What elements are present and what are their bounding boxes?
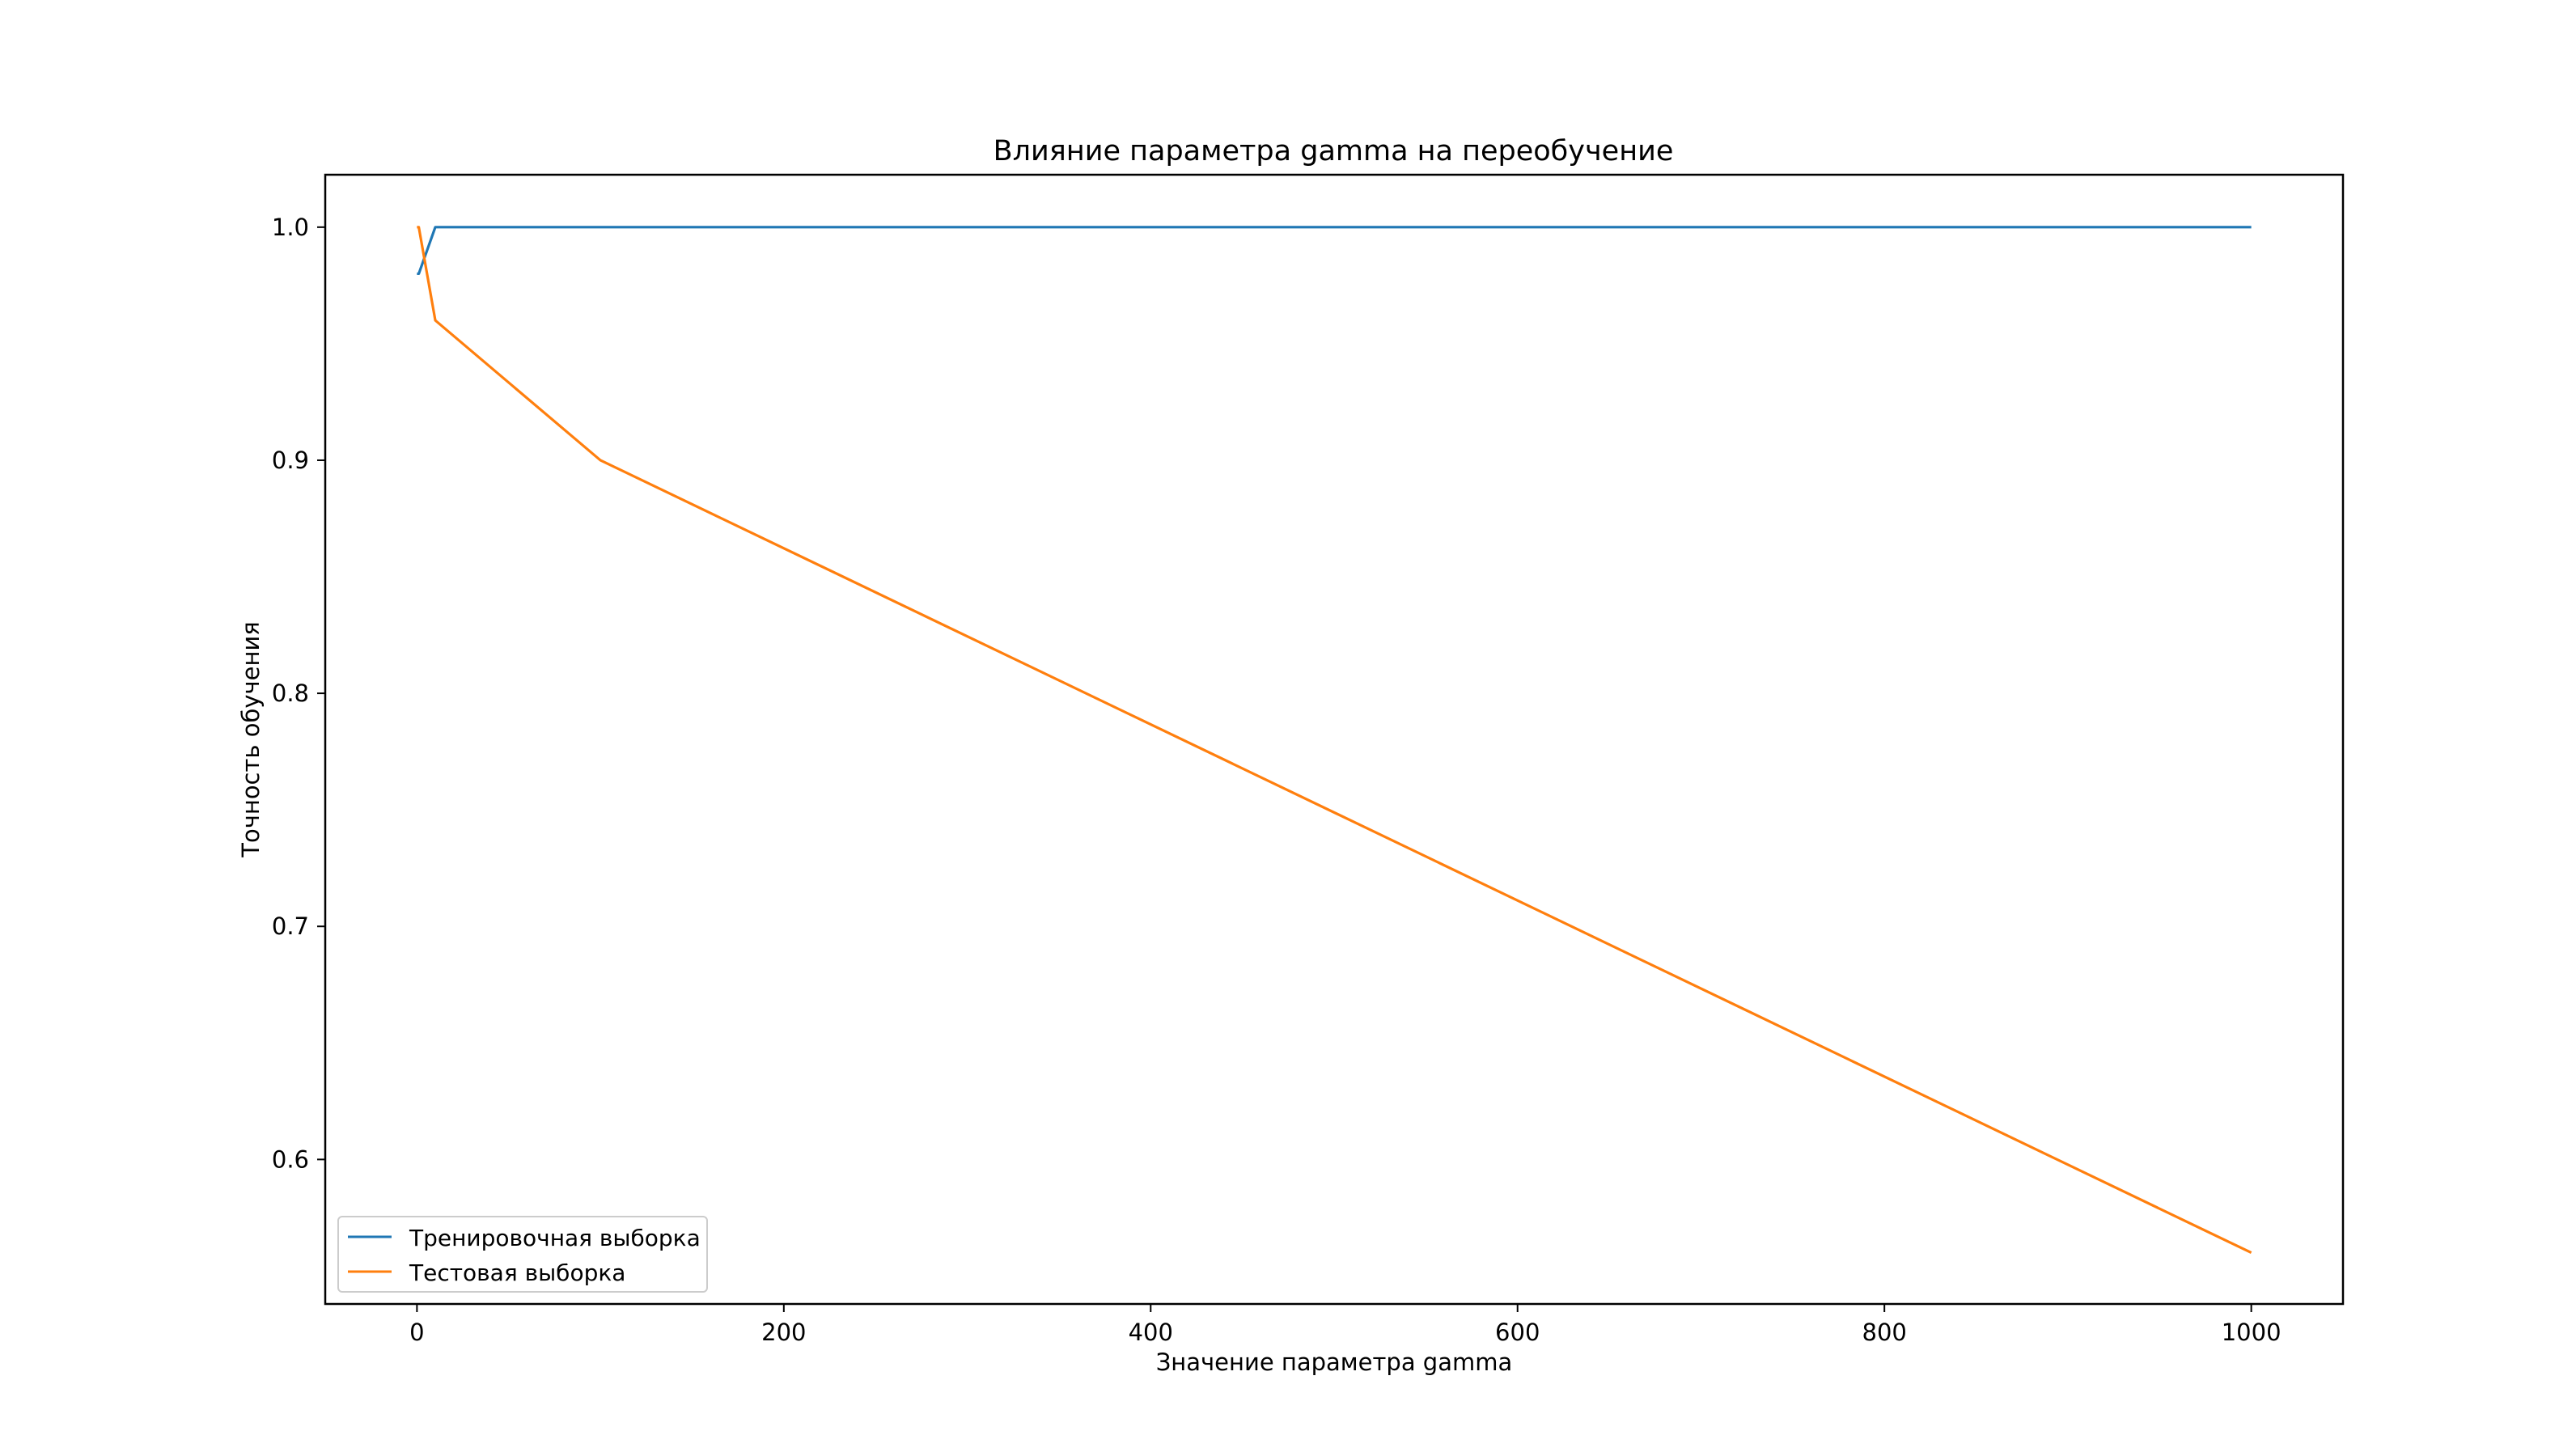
- axes-layer: 0 200 400 600 800 1000 0.6 0.7 0.8 0.9 1.0: [272, 214, 2282, 1346]
- y-tick-label: 0.8: [272, 679, 309, 707]
- x-tick-label: 400: [1129, 1319, 1173, 1346]
- x-tick-label: 600: [1495, 1319, 1540, 1346]
- x-axis-label: Значение параметра gamma: [1156, 1348, 1513, 1376]
- series-layer: [415, 226, 2252, 1255]
- x-tick-label: 800: [1862, 1319, 1907, 1346]
- y-tick-label: 0.6: [272, 1145, 309, 1173]
- x-tick-label: 200: [761, 1319, 806, 1346]
- legend-box: [337, 1216, 708, 1293]
- legend: Тренировочная выборка Тестовая выборка: [337, 1216, 708, 1293]
- y-tick-label: 1.0: [272, 214, 309, 241]
- x-tick-label: 1000: [2222, 1319, 2282, 1346]
- series-line-train: [415, 226, 2252, 276]
- chart-title: Влияние параметра gamma на переобучение: [994, 135, 1674, 167]
- series-line-test: [415, 226, 2252, 1255]
- legend-label-train: Тренировочная выборка: [409, 1225, 701, 1251]
- x-tick-label: 0: [409, 1319, 424, 1346]
- plot-frame: [324, 173, 2345, 1306]
- y-tick-label: 0.7: [272, 912, 309, 940]
- y-axis-label: Точность обучения: [237, 621, 265, 857]
- y-tick-label: 0.9: [272, 447, 309, 474]
- legend-label-test: Тестовая выборка: [409, 1259, 625, 1286]
